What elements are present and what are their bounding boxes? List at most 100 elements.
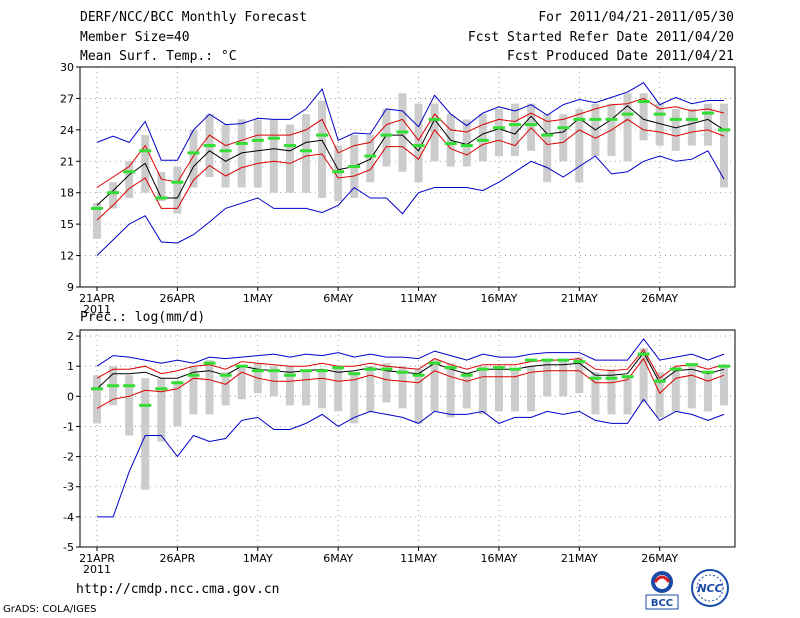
prec-reference-mark: [235, 364, 248, 368]
temp-reference-mark: [348, 165, 361, 169]
temp-reference-mark: [91, 206, 103, 210]
start-date: Fcst Started Refer Date 2011/04/20: [467, 30, 734, 45]
temp-series-upper: [96, 97, 725, 188]
prec-spread-bar: [511, 369, 519, 412]
temp-reference-mark: [637, 100, 650, 104]
prec-spread-bar: [687, 366, 696, 409]
prec-spread-bar: [285, 366, 294, 406]
temp-spread-bar: [173, 166, 182, 214]
prec-reference-mark: [155, 387, 168, 391]
prec-series-mean: [96, 351, 725, 390]
prec-reference-mark: [348, 372, 361, 376]
temp-reference-mark: [396, 130, 409, 134]
temp-reference-mark: [187, 151, 200, 155]
prec-spread-bar: [575, 357, 584, 394]
temp-xtick-label: 16MAY: [480, 292, 517, 305]
prec-reference-mark: [171, 381, 184, 385]
logos: BCC NCC: [645, 569, 729, 610]
prec-spread-bar: [189, 366, 198, 415]
prec-spread-bar: [382, 363, 391, 403]
temp-spread-bar: [559, 114, 568, 162]
prec-spread-bar: [430, 360, 439, 412]
prec-reference-mark: [283, 373, 296, 377]
prec-spread-bar: [173, 381, 182, 427]
chart-title: DERF/NCC/BCC Monthly Forecast: [80, 10, 307, 25]
prec-spread-bar: [237, 366, 246, 400]
prec-xtick-label: 1MAY: [243, 552, 273, 565]
temp-spread-bar: [575, 108, 584, 183]
prec-xtick-label: 11MAY: [400, 552, 437, 565]
prec-spread-bar: [607, 369, 616, 415]
prec-reference-mark: [412, 373, 425, 377]
temp-frame: [79, 66, 736, 288]
prec-reference-mark: [669, 367, 682, 371]
prec-reference-mark: [476, 367, 489, 371]
prec-reference-mark: [492, 366, 505, 370]
temp-reference-mark: [509, 123, 521, 127]
temp-reference-mark: [139, 149, 152, 153]
temp-spread-bar: [430, 103, 439, 162]
temp-reference-mark: [701, 111, 714, 115]
prec-reference-mark: [380, 367, 393, 371]
prec-series-lower: [96, 357, 725, 409]
prec-spread-bar: [623, 375, 632, 415]
temp-series-max: [96, 82, 724, 161]
prec-spread-bar: [527, 366, 536, 412]
prec-reference-mark: [589, 376, 602, 380]
prec-spread-bar: [221, 372, 230, 406]
temp-reference-mark: [123, 170, 136, 174]
temp-reference-mark: [107, 191, 120, 195]
temp-ytick-label: 12: [60, 250, 74, 263]
temp-reference-mark: [235, 141, 248, 145]
temp-xtick-label: 26MAY: [641, 292, 678, 305]
temp-reference-mark: [380, 133, 393, 137]
temp-reference-mark: [219, 149, 232, 153]
prec-reference-mark: [203, 361, 216, 365]
prec-xtick-label: 21MAY: [561, 552, 598, 565]
prec-reference-mark: [637, 352, 650, 356]
temp-xtick-label: 6MAY: [323, 292, 353, 305]
prec-spread-bar: [414, 369, 423, 424]
temp-spread-bar: [414, 103, 423, 183]
prec-spread-bar: [591, 372, 600, 415]
prec-spread-bar: [639, 348, 648, 403]
prec-reference-mark: [605, 376, 618, 380]
temp-reference-mark: [476, 138, 489, 142]
prec-reference-mark: [460, 373, 473, 377]
temp-ytick-label: 18: [60, 187, 74, 200]
temp-spread-bar: [462, 119, 471, 167]
footer-url[interactable]: http://cmdp.ncc.cma.gov.cn: [76, 582, 280, 597]
temp-spread-bar: [318, 100, 327, 198]
prec-ytick-label: -4: [63, 511, 74, 524]
prec-series-upper: [96, 348, 725, 379]
prec-spread-bar: [462, 372, 471, 409]
temp-reference-mark: [251, 138, 264, 142]
prec-spread-bar: [543, 360, 552, 397]
temp-reference-mark: [316, 133, 329, 137]
prec-reference-mark: [573, 360, 586, 364]
temp-xtick-year: 2011: [83, 303, 111, 316]
prec-xtick-label: 16MAY: [480, 552, 517, 565]
prec-reference-mark: [396, 370, 409, 374]
temp-spread-bar: [285, 124, 294, 193]
temp-reference-mark: [669, 117, 682, 121]
temp-reference-mark: [428, 117, 441, 121]
prec-spread-bar: [93, 375, 101, 424]
temp-reference-mark: [685, 117, 698, 121]
prec-series-max: [96, 338, 725, 367]
temp-series-lower: [96, 118, 725, 221]
prec-reference-mark: [428, 361, 441, 365]
prec-reference-mark: [364, 367, 377, 371]
temp-reference-mark: [653, 112, 666, 116]
temp-spread-bar: [109, 182, 118, 209]
temp-reference-mark: [444, 141, 457, 145]
prec-reference-mark: [267, 369, 280, 373]
temp-ytick-label: 24: [60, 124, 74, 137]
temp-xtick-label: 21APR: [79, 292, 115, 305]
prec-xtick-year: 2011: [83, 563, 111, 576]
bcc-logo: BCC: [645, 571, 679, 610]
temp-reference-mark: [203, 144, 216, 148]
prec-reference-mark: [300, 369, 312, 373]
temp-spread-bar: [478, 114, 487, 162]
